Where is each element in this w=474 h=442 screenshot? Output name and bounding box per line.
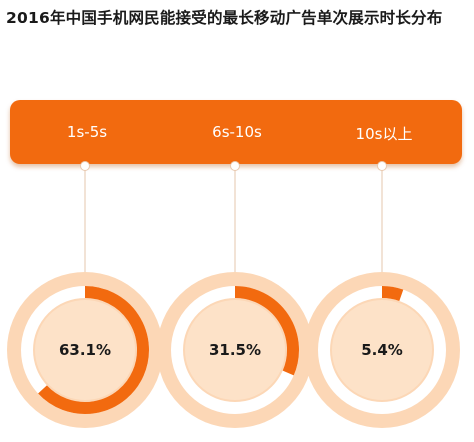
category-band xyxy=(10,100,462,164)
category-label-1s-5s: 1s-5s xyxy=(66,123,108,141)
ring-arc-6s-10s xyxy=(234,286,299,376)
connector-dot-1s-5s xyxy=(80,161,90,171)
inner-circle-1s-5s xyxy=(35,300,135,400)
category-label-6s-10s: 6s-10s xyxy=(212,123,262,141)
chart-title: 2016年中国手机网民能接受的最长移动广告单次展示时长分布 xyxy=(6,9,443,27)
ring-arc-10s-plus xyxy=(381,286,404,302)
inner-circle-10s-plus xyxy=(332,300,432,400)
value-label-6s-10s: 31.5% xyxy=(208,341,262,359)
category-label-10s-plus: 10s以上 xyxy=(355,125,413,143)
inner-circle-6s-10s xyxy=(185,300,285,400)
value-label-10s-plus: 5.4% xyxy=(361,341,403,359)
connector-dot-6s-10s xyxy=(230,161,240,171)
ring-arc-1s-5s xyxy=(38,286,149,414)
value-label-1s-5s: 63.1% xyxy=(58,341,112,359)
connector-dot-10s-plus xyxy=(377,161,387,171)
